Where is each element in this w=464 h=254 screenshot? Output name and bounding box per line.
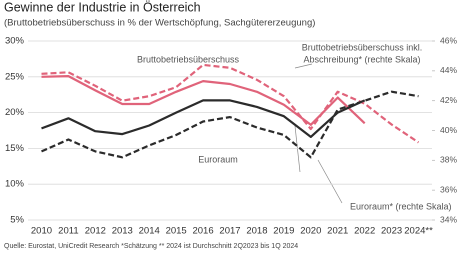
source-note: Quelle: Eurostat, UniCredit Research *Sc… — [4, 243, 298, 250]
chart-title: Gewinne der Industrie in Österreich — [4, 0, 201, 14]
x-tick-label: 2011 — [58, 226, 78, 237]
x-tick-label: 2020 — [300, 226, 321, 237]
annotation: Abschreibung* (rechte Skala) — [303, 54, 420, 64]
chart-subtitle: (Bruttobetriebsüberschuss in % der Werts… — [4, 18, 315, 29]
y-tick-label: 5% — [10, 215, 24, 226]
x-tick-label: 2019 — [273, 226, 294, 237]
x-tick-label: 2012 — [85, 226, 106, 237]
y-tick-label: 20% — [5, 107, 25, 118]
x-tick-label: 2017 — [219, 226, 240, 237]
series-line — [41, 75, 366, 126]
y-tick-label: 30% — [5, 36, 25, 47]
x-tick-label: 2022 — [354, 226, 375, 237]
annotation-leaders — [294, 63, 343, 204]
series-line — [41, 99, 366, 138]
annotation: Euroraum* (rechte Skala) — [350, 201, 452, 211]
series-line — [41, 63, 420, 144]
annotation: Bruttobetriebsüberschuss inkl. — [302, 42, 423, 52]
annotation: Bruttobetriebsüberschuss — [137, 54, 240, 64]
y-tick-label: 25% — [5, 71, 25, 82]
y-tick-label: 10% — [5, 179, 25, 190]
series-line — [41, 90, 419, 159]
x-tick-label: 2013 — [112, 226, 133, 237]
annotation: Euroraum — [198, 154, 238, 164]
y2-tick-label: 40% — [440, 125, 457, 135]
y2-tick-label: 38% — [440, 155, 457, 165]
x-tick-label: 2018 — [246, 226, 267, 237]
y2-tick-label: 42% — [440, 95, 457, 105]
x-tick-label: 2023 — [381, 226, 402, 237]
y2-tick-label: 44% — [440, 65, 457, 75]
y2-tick-label: 34% — [440, 214, 457, 224]
y-tick-label: 15% — [5, 143, 25, 154]
x-tick-label: 2015 — [166, 226, 187, 237]
y2-tick-label: 46% — [440, 35, 457, 45]
x-tick-label: 2024** — [404, 226, 433, 237]
x-tick-label: 2021 — [327, 226, 348, 237]
x-tick-label: 2014 — [139, 226, 160, 237]
y2-tick-label: 36% — [440, 184, 457, 194]
x-tick-label: 2010 — [31, 226, 52, 237]
x-tick-label: 2016 — [192, 226, 213, 237]
